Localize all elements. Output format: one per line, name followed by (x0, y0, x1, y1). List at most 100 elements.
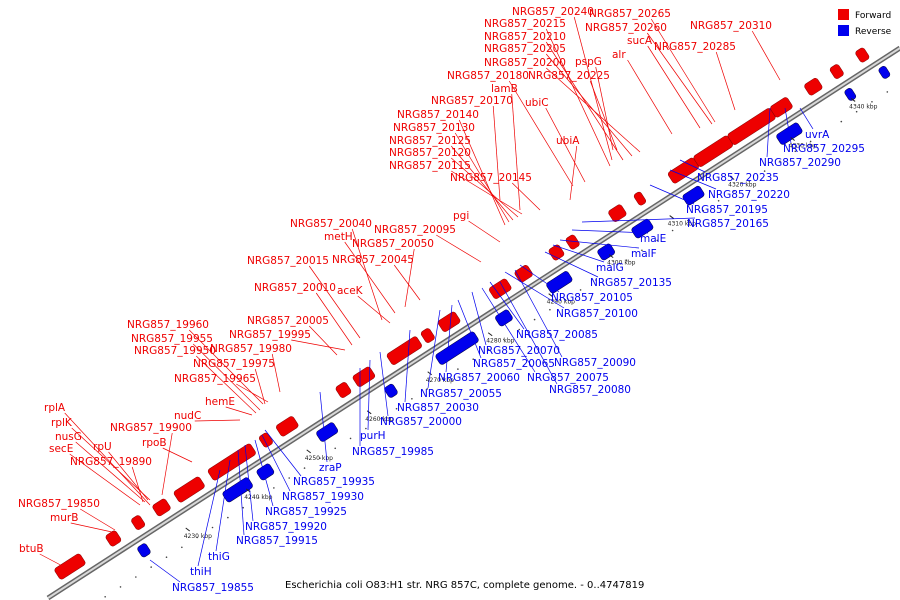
reverse-gene-label: NRG857_20000 (380, 416, 462, 428)
forward-leader-line (254, 368, 266, 405)
forward-leader-line (715, 51, 736, 111)
forward-leader-line (492, 105, 501, 201)
reverse-leader-line (379, 351, 389, 417)
forward-gene-label: NRG857_20015 (247, 255, 329, 267)
map-caption: Escherichia coli O83:H1 str. NRG 857C, c… (285, 580, 644, 591)
forward-gene-block (420, 328, 435, 343)
scale-tick-mark (427, 371, 432, 376)
forward-gene-label: NRG857_20140 (397, 109, 479, 121)
forward-gene-label: NRG857_19955 (131, 333, 213, 345)
forward-gene-block (608, 204, 627, 222)
track-dot (825, 130, 827, 133)
forward-leader-line (404, 248, 415, 308)
reverse-leader-line (261, 434, 291, 492)
forward-gene-block (633, 191, 646, 206)
forward-gene-block (437, 311, 461, 332)
reverse-gene-label: NRG857_20105 (551, 292, 633, 304)
reverse-gene-label: NRG857_19925 (265, 506, 347, 518)
forward-gene-label: btuB (19, 543, 44, 555)
forward-gene-label: NRG857_19900 (110, 422, 192, 434)
reverse-leader-line (489, 281, 525, 330)
track-dot (104, 596, 106, 598)
forward-leader-line (271, 353, 281, 393)
reverse-leader-line (244, 444, 254, 522)
scale-tick-label: 4340 kbp (849, 103, 877, 110)
track-dot (349, 437, 352, 440)
forward-leader-line (161, 432, 173, 496)
track-dot (671, 229, 674, 232)
forward-leader-line (450, 145, 514, 221)
forward-gene-label: NRG857_20095 (374, 224, 456, 236)
forward-gene-label: NRG857_20285 (654, 41, 736, 53)
track-dot (809, 140, 812, 143)
reverse-leader-line (559, 239, 640, 249)
forward-gene-label: rpoB (142, 437, 167, 449)
forward-gene-label: NRG857_20215 (484, 18, 566, 30)
reverse-gene-block (316, 422, 339, 442)
track-dot (871, 101, 873, 103)
forward-gene-label: NRG857_20130 (393, 122, 475, 134)
scale-tick-label: 4320 kbp (728, 182, 756, 189)
reverse-gene-label: NRG857_20165 (687, 218, 769, 230)
forward-leader-line (646, 32, 713, 125)
forward-leader-line (545, 107, 586, 183)
reverse-gene-block (384, 383, 398, 398)
forward-gene-label: ubiC (525, 97, 549, 109)
forward-gene-label: NRG857_19995 (229, 329, 311, 341)
forward-leader-line (751, 30, 781, 81)
forward-leader-line (108, 451, 149, 501)
forward-leader-line (647, 45, 701, 129)
scale-tick-label: 4300 kbp (607, 260, 635, 267)
track-dot (641, 249, 643, 252)
scale-tick-label: 4280 kbp (486, 338, 514, 345)
track-dot (487, 348, 490, 351)
track-dot (518, 328, 521, 331)
forward-gene-label: NRG857_19850 (18, 498, 100, 510)
scale-tick-mark (185, 527, 191, 532)
forward-gene-label: NRG857_20265 (589, 8, 671, 20)
reverse-leader-line (799, 107, 814, 130)
forward-gene-block (207, 443, 256, 481)
forward-gene-label: ubiA (556, 135, 580, 147)
reverse-leader-line (649, 184, 695, 205)
reverse-leader-line (149, 559, 181, 583)
reverse-leader-line (367, 359, 371, 431)
reverse-leader-line (445, 304, 453, 373)
track-dot (595, 279, 597, 281)
forward-gene-label: NRG857_19950 (134, 345, 216, 357)
track-dot (334, 447, 337, 450)
forward-leader-line (70, 522, 113, 533)
forward-leader-line (589, 80, 618, 151)
forward-gene-label: NRG857_20225 (528, 70, 610, 82)
forward-gene-label: NRG857_20010 (254, 282, 336, 294)
forward-gene-label: NRG857_20200 (484, 57, 566, 69)
forward-gene-label: pgi (453, 210, 469, 222)
track-dot (763, 170, 766, 172)
scale-tick-label: 4250 kbp (305, 455, 333, 462)
forward-gene-block (829, 64, 844, 79)
forward-gene-block (804, 77, 823, 96)
track-dot (150, 566, 152, 568)
forward-leader-line (195, 355, 257, 414)
forward-gene-label: pspG (575, 56, 602, 68)
forward-gene-label: rpU (93, 441, 112, 453)
forward-leader-line (508, 80, 574, 187)
reverse-leader-line (544, 251, 599, 278)
scale-tick-label: 4270 kbp (426, 377, 454, 384)
scale-tick-label: 4310 kbp (668, 221, 696, 228)
forward-leader-line (545, 41, 624, 161)
forward-gene-label: lamB (491, 83, 518, 95)
reverse-gene-label: NRG857_20195 (686, 204, 768, 216)
track-dot (625, 259, 628, 262)
reverse-leader-line (519, 264, 560, 293)
forward-gene-label: NRG857_20005 (247, 315, 329, 327)
forward-gene-label: nusG (55, 431, 82, 443)
forward-gene-label: aceK (337, 285, 364, 297)
scale-tick-mark (487, 332, 493, 337)
track-dot (288, 477, 290, 479)
track-dot (441, 378, 444, 380)
scale-tick-label: 4290 kbp (547, 299, 575, 306)
forward-gene-label: metH (324, 231, 353, 243)
